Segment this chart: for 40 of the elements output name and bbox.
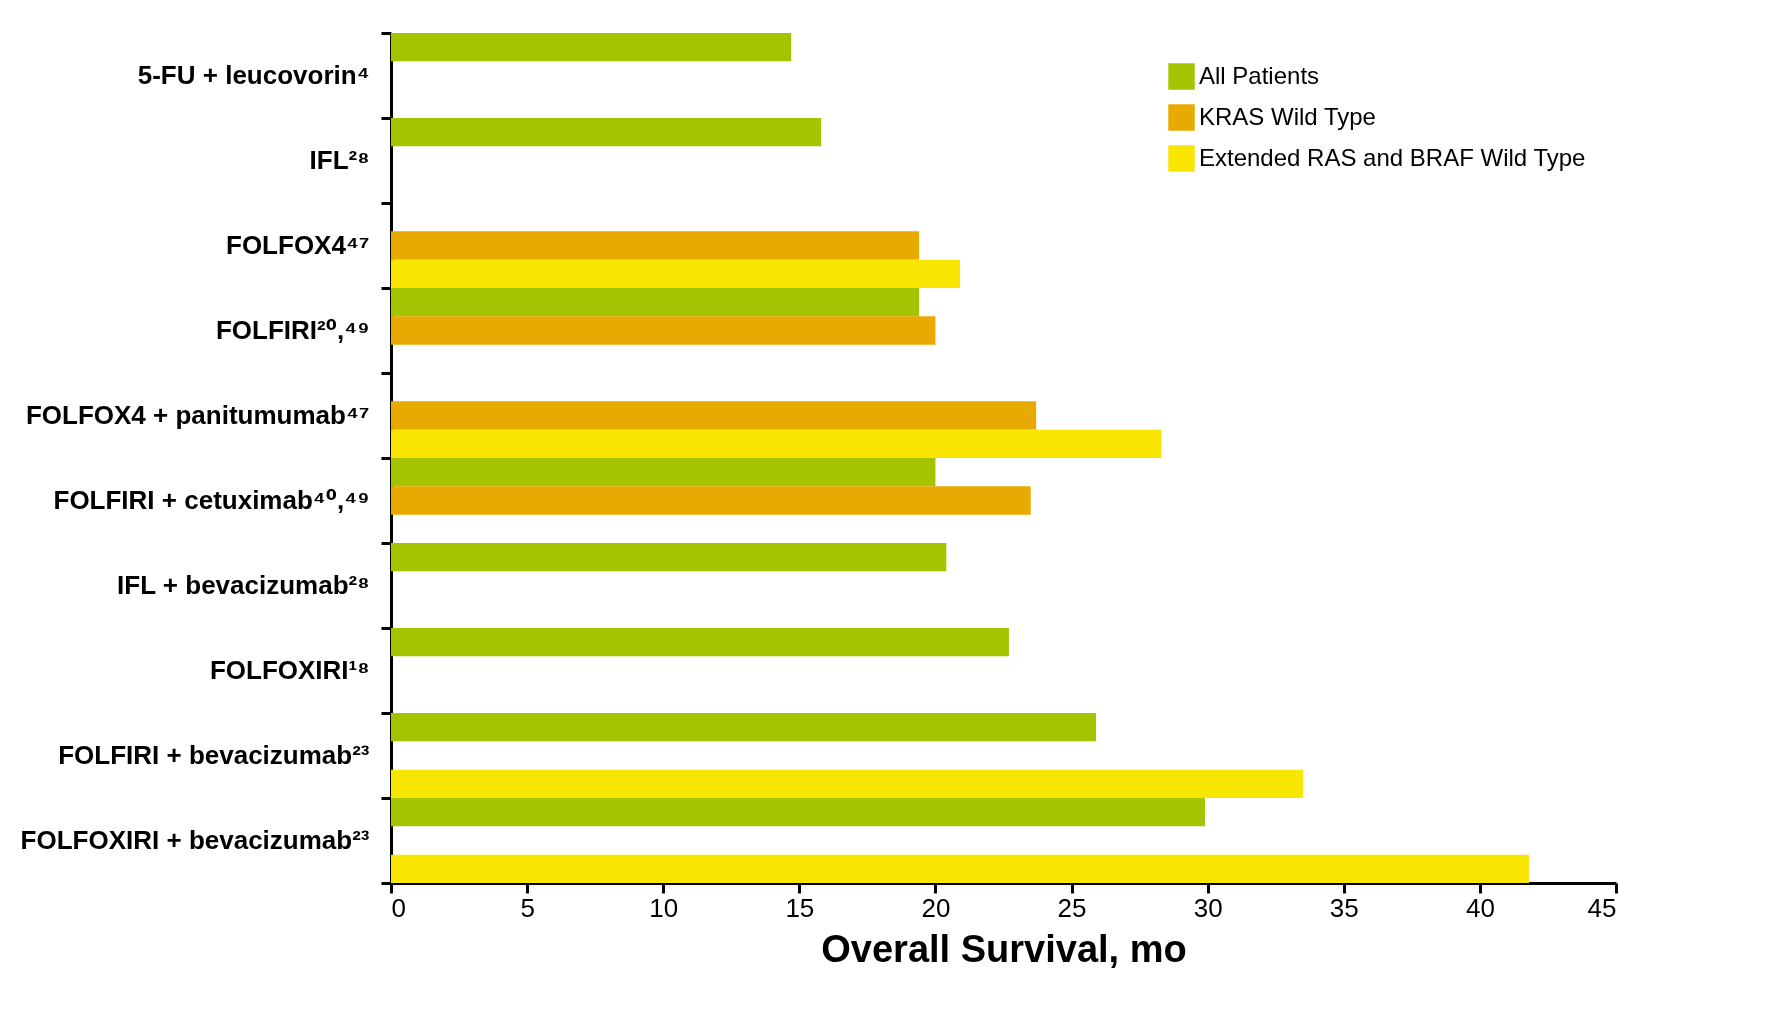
bar: [391, 231, 920, 260]
bar: [391, 259, 960, 288]
x-tick-label: 35: [1329, 892, 1359, 923]
bar: [391, 798, 1205, 827]
bar: [391, 769, 1303, 798]
y-tick-label: FOLFOXIRI + bevacizumab²³: [20, 825, 370, 855]
y-tick-label: IFL²⁸: [309, 145, 370, 175]
legend-label: Extended RAS and BRAF Wild Type: [1199, 143, 1586, 171]
bar: [391, 288, 920, 317]
legend-label: KRAS Wild Type: [1199, 102, 1376, 130]
bar: [391, 118, 822, 147]
y-tick-label: IFL + bevacizumab²⁸: [117, 570, 370, 600]
bar: [391, 33, 792, 62]
x-tick-label: 15: [785, 892, 815, 923]
bar: [391, 628, 1009, 657]
x-tick-label: 5: [520, 892, 535, 923]
x-tick-label: 20: [921, 892, 951, 923]
y-tick-label: FOLFOX4 + panitumumab⁴⁷: [25, 400, 370, 430]
y-tick-label: FOLFIRI²⁰,⁴⁹: [215, 315, 370, 345]
x-tick-label: 0: [391, 892, 406, 923]
bar: [391, 713, 1097, 742]
x-axis-title: Overall Survival, mo: [821, 927, 1187, 970]
bar: [391, 429, 1162, 458]
y-tick-label: FOLFOXIRI¹⁸: [209, 655, 370, 685]
y-tick-label: FOLFIRI + cetuximab⁴⁰,⁴⁹: [53, 485, 370, 515]
x-tick-label: 40: [1465, 892, 1495, 923]
y-tick-label: FOLFOX4⁴⁷: [226, 230, 370, 260]
x-tick-label: 30: [1193, 892, 1223, 923]
bar: [391, 486, 1031, 515]
y-tick-label: FOLFIRI + bevacizumab²³: [58, 740, 370, 770]
bar: [391, 854, 1529, 883]
x-tick-label: 45: [1587, 892, 1617, 923]
y-tick-label: 5-FU + leucovorin⁴: [137, 60, 370, 90]
bar: [391, 401, 1037, 430]
bar: [391, 458, 936, 487]
bar: [391, 543, 947, 572]
bar: [391, 316, 936, 345]
x-tick-label: 10: [649, 892, 679, 923]
legend-label: All Patients: [1199, 61, 1320, 89]
x-tick-label: 25: [1057, 892, 1087, 923]
